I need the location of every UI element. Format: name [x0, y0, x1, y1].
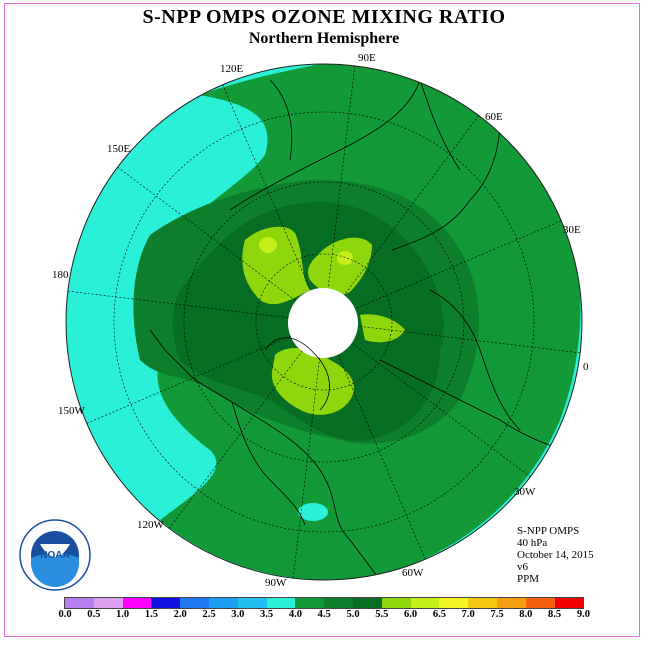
colorbar-tick-label: 2.5 — [202, 609, 216, 620]
lon-label-90e: 90E — [358, 52, 376, 64]
map-title: S-NPP OMPS OZONE MIXING RATIO — [142, 6, 506, 28]
lon-label-150w: 150W — [58, 405, 86, 417]
hemisphere-border — [65, 63, 583, 581]
noaa-logo: NOAA — [19, 519, 91, 591]
pressure-level-label: 40 hPa — [517, 537, 548, 549]
meridian-line — [352, 343, 531, 478]
colorbar-swatch — [439, 598, 469, 608]
instrument-label: S-NPP OMPS — [517, 525, 580, 537]
colorbar-tick-label: 3.0 — [231, 609, 245, 620]
contour-3-5-blob — [298, 503, 328, 521]
longitude-lines — [67, 65, 581, 579]
meridian-line — [292, 357, 320, 579]
colorbar-swatch — [208, 598, 238, 608]
colorbar-swatch — [525, 598, 555, 608]
colorbar-swatch — [496, 598, 526, 608]
colorbar-swatch — [65, 598, 94, 608]
colorbar-ticks: 0.0 0.5 1.0 1.5 2.0 2.5 3.0 3.5 4.0 4.5 5.0 5.5 6.0 6… — [0, 609, 648, 623]
map-subtitle: Northern Hemisphere — [248, 30, 400, 47]
colorbar-swatch — [237, 598, 267, 608]
colorbar-tick-label: 8.5 — [548, 609, 562, 620]
colorbar-swatch — [151, 598, 181, 608]
colorbar-tick-label: 4.5 — [317, 609, 331, 620]
lon-label-120e: 120E — [220, 63, 244, 75]
lon-label-120w: 120W — [137, 519, 165, 531]
contour-6-0-patch — [337, 251, 353, 265]
colorbar-tick-label: 6.0 — [404, 609, 418, 620]
noaa-logo-text: NOAA — [40, 550, 69, 561]
colorbar-tick-label: 0.0 — [58, 609, 72, 620]
contour-5-5-lobe-b — [307, 237, 372, 295]
colorbar-tick-label: 2.0 — [173, 609, 187, 620]
version-label: v6 — [517, 561, 528, 573]
lon-label-60w: 60W — [402, 567, 424, 579]
colorbar-tick-label: 5.5 — [375, 609, 389, 620]
polar-night-disk — [288, 288, 358, 358]
contour-5-5-lobe-d — [360, 314, 405, 343]
meridian-line — [356, 220, 562, 309]
contour-5-5-lobe-c — [271, 348, 354, 415]
colorbar-swatch — [381, 598, 411, 608]
date-label: October 14, 2015 — [517, 549, 594, 561]
product-info: S-NPP OMPS 40 hPa October 14, 2015 v6 PP… — [517, 525, 594, 585]
colorbar-tick-label: 4.0 — [288, 609, 302, 620]
colorbar-swatch — [410, 598, 440, 608]
units-label: PPM — [517, 573, 540, 585]
figure-frame — [4, 3, 640, 637]
lon-label-60e: 60E — [485, 111, 503, 123]
colorbar-tick-label: 1.5 — [144, 609, 158, 620]
meridian-line — [222, 84, 311, 290]
meridian-line — [67, 290, 289, 318]
meridian-line — [359, 326, 581, 354]
colorbar-tick-label: 7.5 — [490, 609, 504, 620]
coastlines — [149, 79, 582, 580]
colorbar-tick-label: 8.0 — [519, 609, 533, 620]
colorbar-tick-label: 0.5 — [87, 609, 101, 620]
meridian-line — [337, 354, 426, 560]
colorbar-swatch — [180, 598, 209, 608]
meridian-line — [345, 115, 480, 294]
colorbar-swatch — [554, 598, 584, 608]
colorbar-tick-label: 5.0 — [346, 609, 360, 620]
colorbar-tick-label: 9.0 — [576, 609, 590, 620]
meridian-line — [328, 65, 356, 287]
colorbar-swatch — [266, 598, 296, 608]
lon-label-180: 180 — [52, 269, 69, 281]
meridian-line — [117, 166, 296, 301]
colorbar-swatch — [122, 598, 152, 608]
contour-6-0-patch — [259, 237, 277, 253]
colorbar-swatch — [468, 598, 497, 608]
meridian-line — [168, 350, 303, 529]
colorbar — [64, 597, 585, 609]
meridian-line — [86, 335, 292, 424]
colorbar-tick-label: 3.5 — [260, 609, 274, 620]
latitude-circles — [113, 111, 535, 533]
colorbar-swatch — [295, 598, 325, 608]
lon-label-30w: 30W — [514, 486, 536, 498]
lon-label-30e: 30E — [563, 224, 581, 236]
colorbar-tick-label: 1.0 — [116, 609, 130, 620]
colorbar-tick-label: 7.0 — [461, 609, 475, 620]
colorbar-swatch — [324, 598, 353, 608]
lon-label-90w: 90W — [265, 577, 287, 589]
lon-label-150e: 150E — [107, 143, 131, 155]
colorbar-swatch — [93, 598, 123, 608]
colorbar-tick-label: 6.5 — [432, 609, 446, 620]
lon-label-0: 0 — [583, 361, 589, 373]
colorbar-swatch — [352, 598, 382, 608]
